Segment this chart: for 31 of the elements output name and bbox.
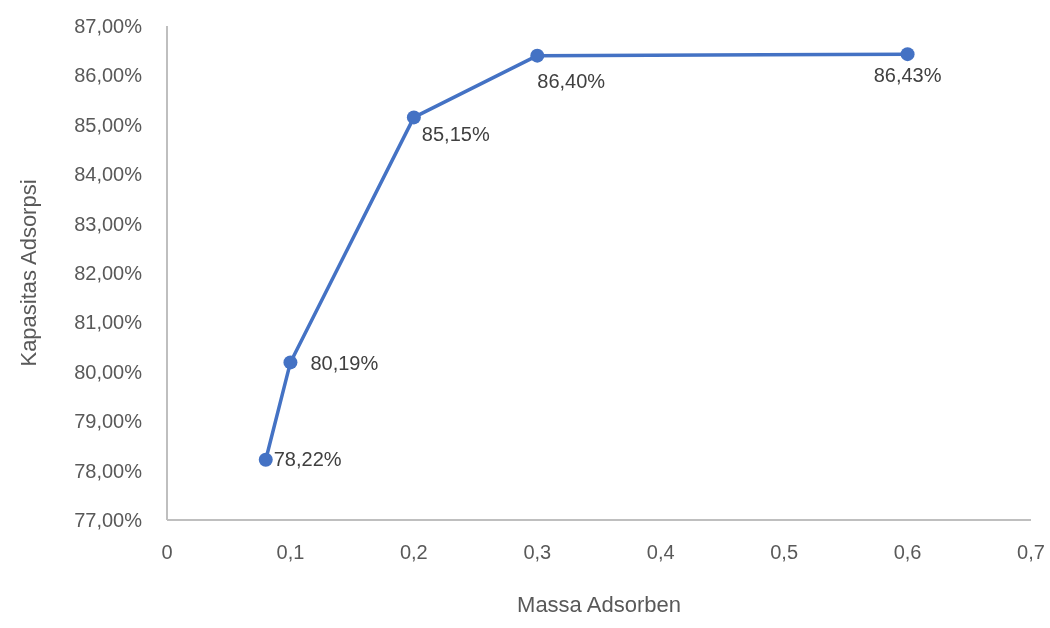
y-tick-label: 87,00% [74,15,143,37]
x-tick-label: 0,6 [893,541,922,563]
x-tick-label: 0,4 [646,541,675,563]
y-tick-label: 81,00% [74,311,143,334]
x-tick-label: 0,5 [770,541,799,563]
y-tick-label: 79,00% [74,410,143,433]
x-tick-label: 0,1 [276,541,305,563]
data-label: 80,19% [310,352,379,375]
y-tick-label: 80,00% [74,360,143,383]
x-tick-label: 0,3 [523,541,552,563]
y-axis-title: Kapasitas Adsorpsi [16,179,41,367]
x-axis-title: Massa Adsorben [517,592,681,617]
y-tick-label: 78,00% [74,459,143,482]
y-tick-label: 82,00% [74,262,143,284]
x-tick-label: 0,2 [399,541,428,563]
y-tick-label: 85,00% [74,113,143,136]
point [283,355,298,370]
point [406,110,421,125]
data-label: 85,15% [421,123,490,146]
point [530,48,545,63]
x-tick-label: 0,7 [1017,541,1045,563]
y-tick-label: 77,00% [74,509,143,531]
data-label: 78,22% [273,447,342,470]
point [258,452,273,467]
data-label: 86,40% [537,69,606,92]
y-tick-label: 84,00% [74,163,143,186]
y-tick-label: 83,00% [74,212,143,235]
y-tick-label: 86,00% [74,64,143,87]
x-tick-label: 0 [161,541,173,563]
data-label: 86,43% [873,64,942,87]
point [900,47,915,62]
